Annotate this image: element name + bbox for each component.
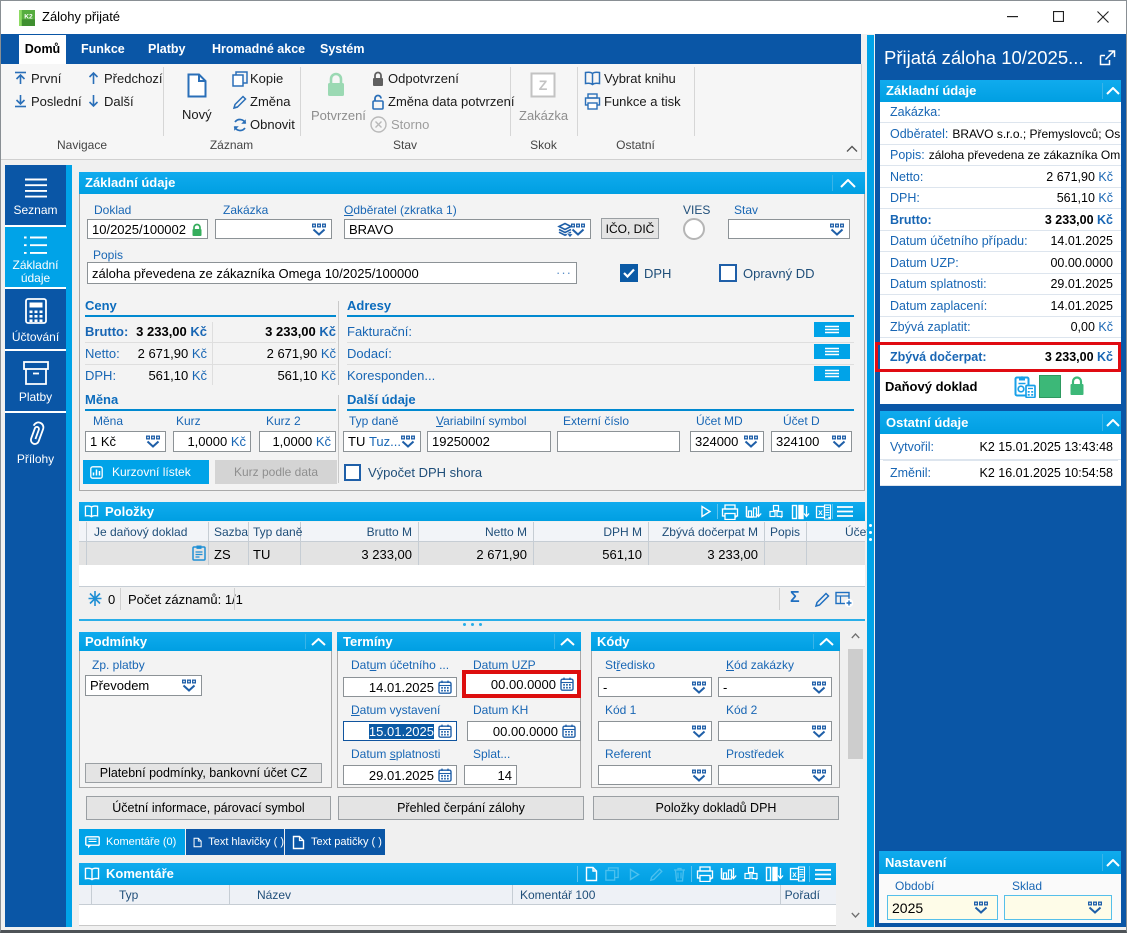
svg-text:x: x bbox=[818, 508, 823, 517]
svg-text:Z: Z bbox=[539, 77, 548, 93]
svg-text:K2: K2 bbox=[24, 13, 33, 20]
svg-text:x: x bbox=[792, 870, 797, 879]
